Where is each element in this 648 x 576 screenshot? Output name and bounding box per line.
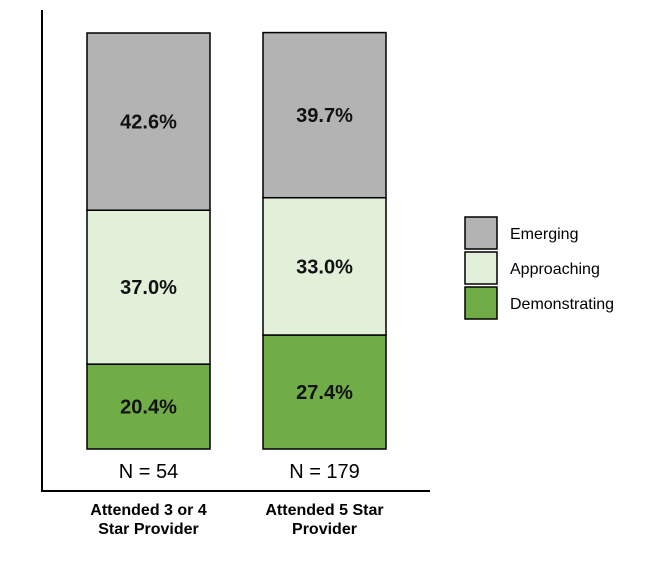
legend-swatch-approaching — [464, 251, 498, 285]
x-tick-label-1: Attended 3 or 4 Star Provider — [90, 502, 207, 538]
legend-label-approaching: Approaching — [510, 261, 600, 278]
legend-label-emerging: Emerging — [510, 226, 578, 243]
bar-approaching-2 — [262, 196, 387, 336]
bar-approaching-1 — [86, 209, 211, 365]
legend-swatch-demonstrating — [464, 286, 498, 320]
legend-swatch-emerging — [464, 216, 498, 250]
data-label-emerging-1: 42.6% — [120, 112, 177, 134]
bar-emerging-2 — [262, 31, 387, 199]
bars-layer — [86, 31, 387, 450]
data-label-emerging-2: 39.7% — [296, 105, 353, 127]
data-label-approaching-2: 33.0% — [296, 256, 353, 278]
n-label-1: N = 54 — [119, 461, 178, 483]
bar-emerging-1 — [86, 32, 211, 211]
bar-demonstrating-1 — [86, 363, 211, 450]
data-label-demonstrating-2: 27.4% — [296, 382, 353, 404]
x-tick-label-line: Attended 5 Star — [265, 502, 383, 519]
data-label-demonstrating-1: 20.4% — [120, 397, 177, 419]
x-tick-label-line: Attended 3 or 4 — [90, 502, 207, 519]
data-label-approaching-1: 37.0% — [120, 277, 177, 299]
n-label-2: N = 179 — [289, 461, 360, 483]
legend-label-demonstrating: Demonstrating — [510, 296, 614, 313]
labels-layer: 20.4% 37.0% 42.6% N = 54 Attended 3 or 4 Star… — [90, 105, 383, 538]
x-tick-label-line: Provider — [292, 521, 357, 538]
legend: Emerging Approaching Demonstrating — [464, 216, 614, 320]
x-tick-label-line: Star Provider — [98, 521, 198, 538]
bar-demonstrating-2 — [262, 334, 387, 450]
x-tick-label-2: Attended 5 Star Provider — [265, 502, 383, 538]
